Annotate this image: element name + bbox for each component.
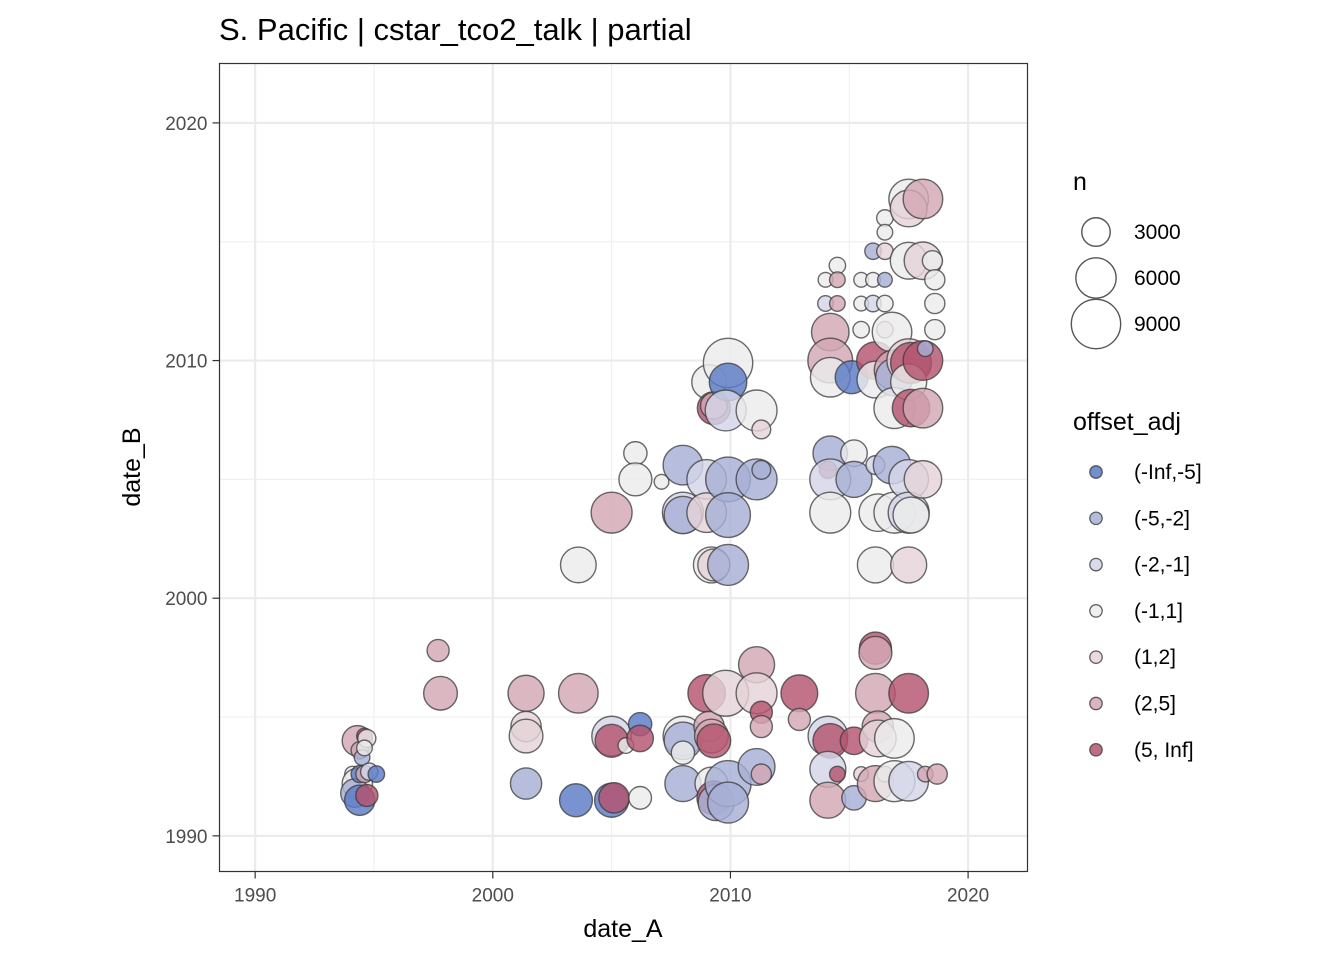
data-point [626,724,655,753]
data-point [557,672,599,714]
data-point [508,718,544,754]
x-tick-label: 2020 [947,886,989,907]
data-point [670,740,696,766]
data-point [856,546,895,584]
size-legend-title: n [1073,168,1087,196]
data-point [355,739,373,757]
y-axis-title: date_B [118,427,146,506]
size-legend: n 3000 6000 9000 [1070,168,1181,350]
color-legend-label: (-1,1] [1134,600,1183,623]
data-point [924,318,946,341]
size-legend-key [1081,217,1111,247]
size-legend-key [1070,298,1122,350]
data-point [751,459,772,480]
x-tick-label: 2010 [709,886,751,907]
data-point [892,496,930,534]
data-points [340,178,948,824]
y-tick-label: 2010 [165,352,207,373]
data-point [809,491,852,534]
data-point [924,292,946,315]
plot-panel-border [218,62,1029,873]
data-point [559,546,597,584]
data-point [809,781,847,819]
color-legend-title: offset_adj [1073,408,1181,436]
color-legend: offset_adj (-Inf,-5] (-5,-2] (-2,-1] (-1,1]… [1073,408,1202,762]
data-point [618,462,653,497]
data-point [828,256,847,275]
size-legend-label: 3000 [1134,221,1181,244]
data-point [828,271,846,289]
y-tick-label: 2000 [165,589,207,610]
size-legend-label: 9000 [1134,313,1181,336]
data-point [858,635,893,671]
data-point [696,723,732,759]
data-point [787,707,812,732]
data-point [750,763,773,785]
data-point [902,178,944,220]
data-point [926,763,948,785]
data-point [628,785,653,810]
color-legend-key [1089,465,1103,479]
size-legend-key [1075,257,1117,299]
color-legend-key [1089,557,1103,572]
data-point [422,675,459,711]
data-point [828,295,846,313]
color-legend-label: (-2,-1] [1134,554,1190,577]
color-legend-key [1089,650,1103,665]
color-legend-key [1089,696,1103,711]
data-point [355,783,379,808]
x-tick-label: 1990 [234,886,276,907]
x-tick-label: 2000 [472,886,514,907]
data-point [780,674,819,713]
data-point [367,765,386,783]
data-point [706,781,750,824]
data-point [924,268,946,291]
data-point [835,460,873,499]
color-legend-label: (-5,-2] [1134,507,1190,530]
x-axis-title: date_A [583,915,663,943]
data-point [706,543,750,587]
color-legend-key [1089,742,1103,757]
data-point [598,781,630,814]
color-legend-label: (5, Inf] [1134,739,1194,762]
data-point [507,674,545,712]
size-legend-label: 6000 [1134,267,1181,290]
color-legend-label: (2,5] [1134,693,1176,716]
data-point [426,638,450,663]
data-point [876,223,894,241]
y-axis: 1990 2000 2010 2020 [165,114,220,848]
y-tick-label: 1990 [165,827,207,848]
x-axis: 1990 2000 2010 2020 [234,871,989,907]
data-point [749,714,774,739]
data-point [590,491,633,534]
data-point [558,783,594,818]
data-point [875,294,894,313]
data-point [828,765,846,783]
data-point [921,249,944,272]
data-point [876,271,893,288]
data-point [509,767,543,800]
data-point [902,387,944,429]
color-legend-key [1089,511,1103,526]
data-point [888,672,930,714]
data-point [916,340,934,358]
data-point [903,459,943,499]
data-point [751,419,772,440]
color-legend-label: (-Inf,-5] [1134,461,1202,484]
color-legend-key [1089,604,1103,618]
data-point [889,546,928,584]
data-point [623,440,648,466]
y-tick-label: 2020 [165,114,207,135]
data-point [873,717,915,759]
data-point [704,491,752,539]
chart-title: S. Pacific | cstar_tco2_talk | partial [219,12,692,47]
data-point [653,473,670,490]
color-legend-label: (1,2] [1134,646,1176,669]
data-point [852,320,871,339]
